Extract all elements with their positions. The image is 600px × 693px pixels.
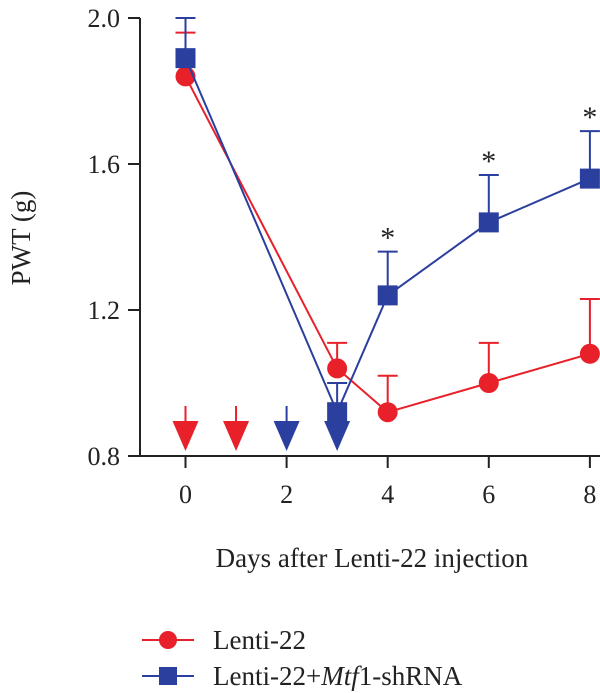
x-tick-label: 8: [583, 480, 596, 509]
data-point: [327, 358, 348, 379]
legend-label-gene: Mtf: [320, 661, 362, 691]
legend-item: Lenti-22+Mtf1-shRNA: [142, 661, 463, 691]
x-tick-label: 2: [280, 480, 293, 509]
x-tick-label: 0: [179, 480, 192, 509]
legend-label: Lenti-22: [213, 625, 306, 655]
legend-marker: [159, 667, 177, 685]
series-layer: [175, 17, 600, 423]
data-point: [377, 285, 398, 306]
data-point: [478, 212, 499, 233]
y-tick-label: 0.8: [88, 442, 121, 471]
data-point: [175, 48, 196, 69]
data-point: [377, 402, 398, 423]
injection-arrows: [172, 406, 351, 451]
legend: Lenti-22 Lenti-22+Mtf1-shRNA: [142, 625, 463, 691]
y-tick-label: 1.6: [88, 150, 121, 179]
legend-item: Lenti-22: [142, 625, 306, 655]
significance-markers: * * *: [380, 101, 597, 254]
legend-marker: [159, 631, 177, 649]
significance-star: *: [481, 145, 496, 178]
legend-label: Lenti-22+Mtf1-shRNA: [213, 661, 463, 691]
injection-arrow: [172, 406, 199, 451]
data-point: [579, 343, 600, 364]
legend-label-prefix: Lenti-22+: [213, 661, 321, 691]
injection-arrow: [273, 406, 300, 451]
injection-arrow-head: [172, 421, 199, 451]
data-point: [579, 168, 600, 189]
axes: [139, 18, 600, 457]
x-ticks: 0 2 4 6 8: [179, 456, 596, 509]
legend-label-suffix: 1-shRNA: [359, 661, 463, 691]
x-axis-label: Days after Lenti-22 injection: [216, 543, 529, 573]
significance-star: *: [380, 222, 395, 255]
data-point: [327, 402, 348, 423]
x-tick-label: 4: [381, 480, 394, 509]
injection-arrow-head: [223, 421, 250, 451]
data-point: [478, 373, 499, 393]
injection-arrow: [223, 406, 250, 451]
y-tick-label: 2.0: [88, 4, 121, 33]
y-tick-label: 1.2: [88, 296, 121, 325]
series-lenti-22-mtf1-shrna: [175, 17, 600, 423]
injection-arrow-head: [324, 421, 351, 451]
x-tick-label: 6: [482, 480, 495, 509]
y-axis-label: PWT (g): [6, 191, 36, 286]
injection-arrow-head: [273, 421, 300, 451]
y-ticks: 0.8 1.2 1.6 2.0: [88, 4, 140, 471]
significance-star: *: [582, 101, 597, 134]
